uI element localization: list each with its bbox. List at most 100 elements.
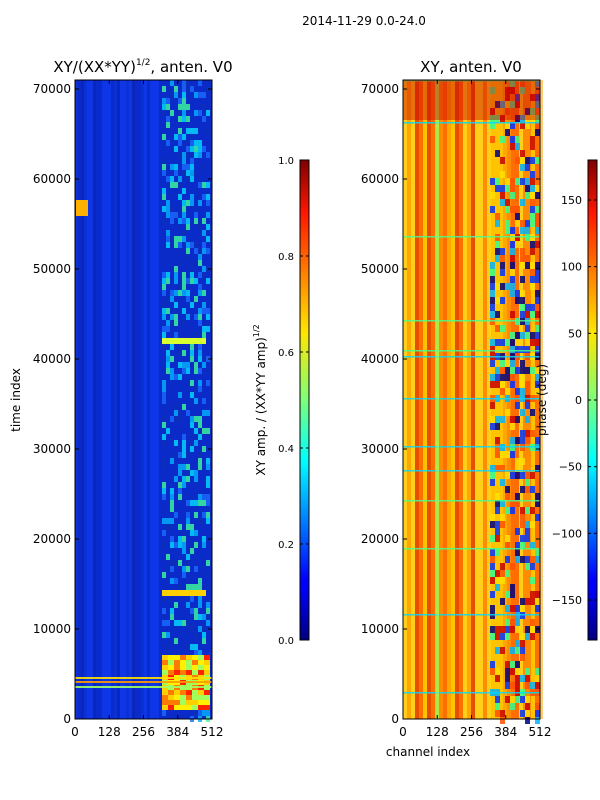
amp-band-cell bbox=[170, 560, 174, 566]
phase-block-cell bbox=[525, 262, 530, 269]
x-tick-label: 0 bbox=[71, 725, 79, 739]
phase-block-cell bbox=[530, 283, 535, 290]
phase-block-cell bbox=[495, 535, 500, 542]
y-tick-label: 70000 bbox=[33, 82, 71, 96]
amp-band-cell bbox=[198, 314, 202, 320]
amp-band-cell bbox=[162, 194, 166, 200]
phase-block-cell bbox=[510, 262, 515, 269]
phase-block-cell bbox=[525, 367, 530, 374]
phase-block-cell bbox=[500, 710, 505, 717]
phase-block-cell bbox=[505, 185, 510, 192]
amp-band-cell bbox=[186, 410, 190, 416]
amp-band-cell bbox=[182, 200, 186, 206]
amp-band-cell bbox=[194, 386, 198, 392]
phase-block-cell bbox=[530, 157, 535, 164]
amp-band-cell bbox=[166, 320, 170, 326]
amp-band-cell bbox=[186, 644, 190, 650]
amp-band-cell bbox=[174, 512, 178, 518]
phase-block-cell bbox=[495, 500, 500, 507]
phase-block-cell bbox=[520, 360, 525, 367]
amp-hot-cell bbox=[204, 660, 210, 665]
phase-block-cell bbox=[535, 311, 540, 318]
phase-block-cell bbox=[520, 486, 525, 493]
amp-band-cell bbox=[162, 86, 166, 92]
amp-band-cell bbox=[186, 242, 190, 248]
amp-column-stripe bbox=[141, 80, 144, 719]
phase-block-cell bbox=[505, 360, 510, 367]
amp-band-cell bbox=[170, 236, 174, 242]
phase-block-cell bbox=[515, 220, 520, 227]
amp-band-cell bbox=[198, 422, 202, 428]
amp-band-cell bbox=[174, 134, 178, 140]
amp-band-cell bbox=[190, 344, 194, 350]
phase-horizontal-line bbox=[403, 356, 540, 358]
phase-block-cell bbox=[510, 584, 515, 591]
phase-block-cell bbox=[525, 507, 530, 514]
phase-block-cell bbox=[510, 668, 515, 675]
amp-band-cell bbox=[198, 614, 202, 620]
amp-band-cell bbox=[186, 170, 190, 176]
phase-block-cell bbox=[535, 465, 540, 472]
phase-block-cell bbox=[505, 493, 510, 500]
phase-block-cell bbox=[525, 682, 530, 689]
phase-block-cell bbox=[495, 150, 500, 157]
amp-band-cell bbox=[178, 290, 182, 296]
amp-band-cell bbox=[162, 572, 166, 578]
amp-hot-cell bbox=[186, 670, 192, 675]
amp-band-cell bbox=[178, 350, 182, 356]
phase-block-cell bbox=[520, 164, 525, 171]
phase-block-cell bbox=[535, 339, 540, 346]
amp-band-cell bbox=[166, 200, 170, 206]
phase-block-cell bbox=[510, 696, 515, 703]
phase-block-cell bbox=[535, 598, 540, 605]
amp-band-cell bbox=[178, 116, 182, 122]
amp-band-cell bbox=[182, 572, 186, 578]
phase-block-cell bbox=[490, 605, 495, 612]
amp-band-cell bbox=[186, 368, 190, 374]
amp-band-cell bbox=[198, 710, 202, 716]
phase-block-cell bbox=[525, 164, 530, 171]
amp-band-cell bbox=[170, 506, 174, 512]
phase-block-cell bbox=[520, 654, 525, 661]
phase-block-cell bbox=[530, 213, 535, 220]
phase-block-cell bbox=[510, 192, 515, 199]
phase-block-cell bbox=[525, 402, 530, 409]
phase-block-cell bbox=[500, 367, 505, 374]
amp-band-cell bbox=[190, 158, 194, 164]
phase-block-cell bbox=[530, 192, 535, 199]
phase-block-cell bbox=[520, 367, 525, 374]
phase-block-cell bbox=[520, 374, 525, 381]
amp-band-cell bbox=[194, 632, 198, 638]
phase-block-cell bbox=[490, 661, 495, 668]
amp-band-cell bbox=[198, 248, 202, 254]
phase-block-cell bbox=[505, 374, 510, 381]
amp-band-cell bbox=[166, 518, 170, 524]
phase-block-cell bbox=[520, 437, 525, 444]
phase-block-cell bbox=[520, 542, 525, 549]
phase-block-cell bbox=[530, 332, 535, 339]
phase-block-cell bbox=[490, 360, 495, 367]
amp-hot-cell bbox=[198, 690, 204, 695]
amp-column-stripe bbox=[135, 80, 138, 719]
amp-band-cell bbox=[178, 194, 182, 200]
phase-block-cell bbox=[495, 521, 500, 528]
phase-block-cell bbox=[510, 500, 515, 507]
amp-band-cell bbox=[166, 296, 170, 302]
colorbar-amplitude-gradient bbox=[299, 159, 310, 641]
phase-horizontal-line bbox=[403, 446, 540, 448]
amp-band-cell bbox=[186, 176, 190, 182]
amp-band-cell bbox=[170, 110, 174, 116]
phase-block-cell bbox=[495, 507, 500, 514]
amp-hot-cell bbox=[204, 690, 210, 695]
amp-column-stripe bbox=[123, 80, 126, 719]
amp-band-cell bbox=[202, 428, 206, 434]
amp-band-cell bbox=[198, 200, 202, 206]
amp-band-cell bbox=[162, 542, 166, 548]
phase-block-cell bbox=[515, 206, 520, 213]
amp-band-cell bbox=[182, 92, 186, 98]
phase-block-cell bbox=[535, 115, 540, 122]
phase-block-cell bbox=[495, 101, 500, 108]
phase-block-cell bbox=[495, 325, 500, 332]
amp-band-cell bbox=[198, 308, 202, 314]
phase-block-cell bbox=[490, 563, 495, 570]
